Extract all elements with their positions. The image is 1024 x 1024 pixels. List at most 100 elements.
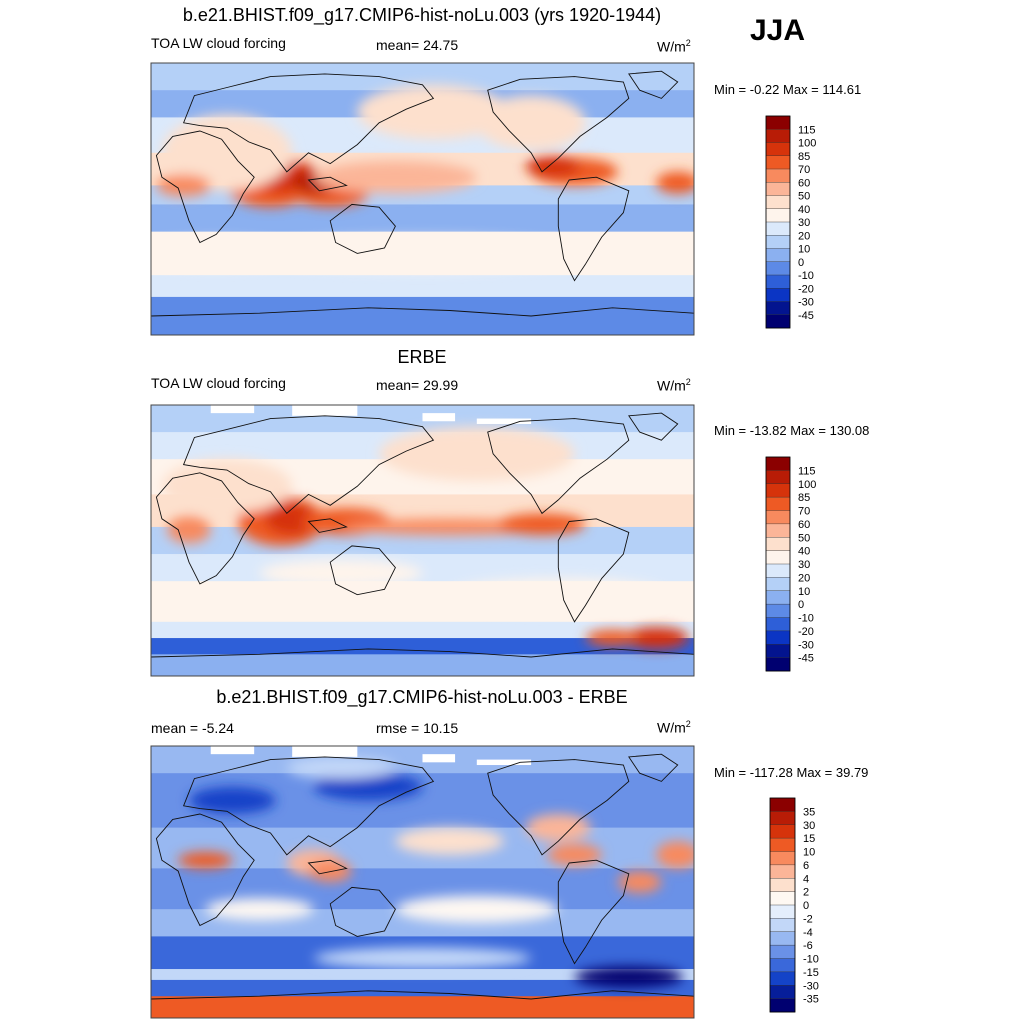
colorbar-tick-2-13: -30 bbox=[798, 639, 814, 651]
colorbar-frame-3 bbox=[769, 797, 796, 1013]
panel1-minmax: Min = -0.22 Max = 114.61 bbox=[714, 82, 862, 97]
colorbar-tick-2-5: 50 bbox=[798, 532, 810, 544]
colorbar-swatch-3-9 bbox=[769, 918, 796, 933]
map-panel-1 bbox=[150, 62, 695, 336]
missing-data-3-0 bbox=[210, 746, 255, 755]
field-blob-2-5 bbox=[161, 459, 293, 514]
colorbar-swatch-2-12 bbox=[765, 617, 791, 632]
colorbar-swatch-1-11 bbox=[765, 261, 791, 276]
panel3-title: b.e21.BHIST.f09_g17.CMIP6-hist-noLu.003 … bbox=[216, 687, 628, 707]
lat-band-3-8 bbox=[151, 996, 694, 1018]
colorbar-swatch-1-4 bbox=[765, 168, 791, 183]
colorbar-swatch-3-10 bbox=[769, 931, 796, 946]
colorbar-swatch-1-9 bbox=[765, 235, 791, 250]
field-blob-1-9 bbox=[655, 171, 694, 194]
colorbar-swatch-3-13 bbox=[769, 971, 796, 986]
colorbar-swatch-3-15 bbox=[769, 998, 796, 1013]
field-blob-3-14 bbox=[286, 756, 396, 779]
field-blobs-1 bbox=[151, 84, 694, 270]
panel1-left-label: TOA LW cloud forcing bbox=[151, 35, 286, 51]
coastlines-2 bbox=[151, 412, 694, 676]
field-blob-3-10 bbox=[313, 773, 423, 801]
colorbar-tick-3-4: 6 bbox=[803, 860, 809, 872]
colorbar-tick-3-10: -6 bbox=[803, 940, 813, 952]
colorbar-swatch-3-12 bbox=[769, 958, 796, 973]
field-blob-3-2 bbox=[395, 827, 504, 855]
colorbar-swatch-1-14 bbox=[765, 301, 791, 316]
coastline-2-2 bbox=[329, 545, 396, 596]
colorbar-swatch-1-6 bbox=[765, 195, 791, 210]
colorbar-swatch-2-7 bbox=[765, 550, 791, 565]
panel2-units-base: W/m bbox=[657, 377, 686, 394]
coastline-1-7 bbox=[151, 307, 694, 335]
map-panel-3 bbox=[150, 745, 695, 1019]
colorbar-tick-2-14: -45 bbox=[798, 653, 814, 665]
colorbar-swatch-2-9 bbox=[765, 577, 791, 592]
colorbar-tick-3-6: 2 bbox=[803, 887, 809, 899]
colorbar-swatch-3-6 bbox=[769, 878, 796, 893]
colorbar-tick-2-2: 85 bbox=[798, 492, 810, 504]
colorbar-tick-3-1: 30 bbox=[803, 820, 815, 832]
coastline-2-6 bbox=[307, 518, 348, 533]
colorbar-swatch-3-5 bbox=[769, 864, 796, 879]
colorbar-swatch-2-13 bbox=[765, 630, 791, 645]
map-frame-3 bbox=[150, 745, 695, 1019]
field-blob-1-6 bbox=[476, 95, 586, 151]
field-blob-3-1 bbox=[308, 860, 352, 882]
field-blob-1-12 bbox=[259, 237, 586, 270]
lat-band-2-7 bbox=[151, 621, 694, 640]
colorbar-tick-2-3: 70 bbox=[798, 506, 810, 518]
coastline-1-0 bbox=[155, 130, 255, 244]
coastline-2-0 bbox=[155, 472, 255, 585]
colorbar-tick-3-13: -30 bbox=[803, 980, 819, 992]
missing-data-3-1 bbox=[292, 746, 358, 757]
field-blob-3-12 bbox=[574, 966, 684, 989]
colorbar-swatch-2-8 bbox=[765, 563, 791, 578]
field-blob-3-11 bbox=[189, 786, 276, 815]
field-blob-2-6 bbox=[379, 426, 575, 481]
coastlines-1 bbox=[151, 70, 694, 335]
coastline-1-2 bbox=[329, 203, 396, 254]
coastline-3-2 bbox=[329, 886, 396, 937]
map-field-2 bbox=[151, 405, 694, 676]
colorbar-tick-1-3: 70 bbox=[798, 164, 810, 176]
field-blob-1-4 bbox=[161, 114, 293, 191]
colorbar-swatch-3-4 bbox=[769, 851, 796, 866]
colorbar-tick-2-12: -20 bbox=[798, 626, 814, 638]
colorbar-swatch-1-8 bbox=[765, 221, 791, 236]
colorbar-swatch-1-10 bbox=[765, 248, 791, 263]
colorbar-swatch-2-5 bbox=[765, 523, 791, 538]
colorbar-swatch-2-2 bbox=[765, 483, 791, 498]
map-field-3 bbox=[151, 746, 694, 1018]
coastline-2-7 bbox=[151, 648, 694, 676]
panel3-units-base: W/m bbox=[657, 719, 686, 736]
panel1-units: W/m2 bbox=[657, 38, 691, 55]
missing-data-3-3 bbox=[476, 759, 532, 766]
colorbar-tick-1-5: 50 bbox=[798, 191, 810, 203]
field-blob-1-5 bbox=[357, 84, 510, 140]
colorbar-frame-2 bbox=[765, 456, 791, 672]
field-blob-3-4 bbox=[547, 843, 602, 866]
colorbar-swatch-3-3 bbox=[769, 837, 796, 853]
colorbar-tick-3-12: -15 bbox=[803, 967, 819, 979]
colorbar-tick-3-9: -4 bbox=[803, 927, 813, 939]
coastline-3-6 bbox=[307, 859, 348, 875]
colorbar-tick-2-1: 100 bbox=[798, 479, 816, 491]
colorbar-tick-3-0: 35 bbox=[803, 806, 815, 818]
field-blob-2-7 bbox=[167, 516, 211, 544]
colorbar-swatch-3-1 bbox=[769, 811, 796, 826]
field-blob-2-10 bbox=[259, 559, 423, 587]
field-blob-1-10 bbox=[156, 174, 211, 197]
colorbar-tick-2-10: 0 bbox=[798, 599, 804, 611]
colorbar-swatch-2-10 bbox=[765, 590, 791, 605]
panel2-mean-label: mean= 29.99 bbox=[376, 377, 459, 393]
colorbar-swatch-3-11 bbox=[769, 944, 796, 960]
panel1-units-base: W/m bbox=[657, 38, 686, 55]
field-blob-1-13 bbox=[151, 239, 298, 267]
field-blob-3-13 bbox=[313, 947, 532, 970]
field-blob-3-3 bbox=[525, 814, 591, 842]
colorbar-tick-3-7: 0 bbox=[803, 900, 809, 912]
field-blob-2-11 bbox=[449, 578, 667, 611]
